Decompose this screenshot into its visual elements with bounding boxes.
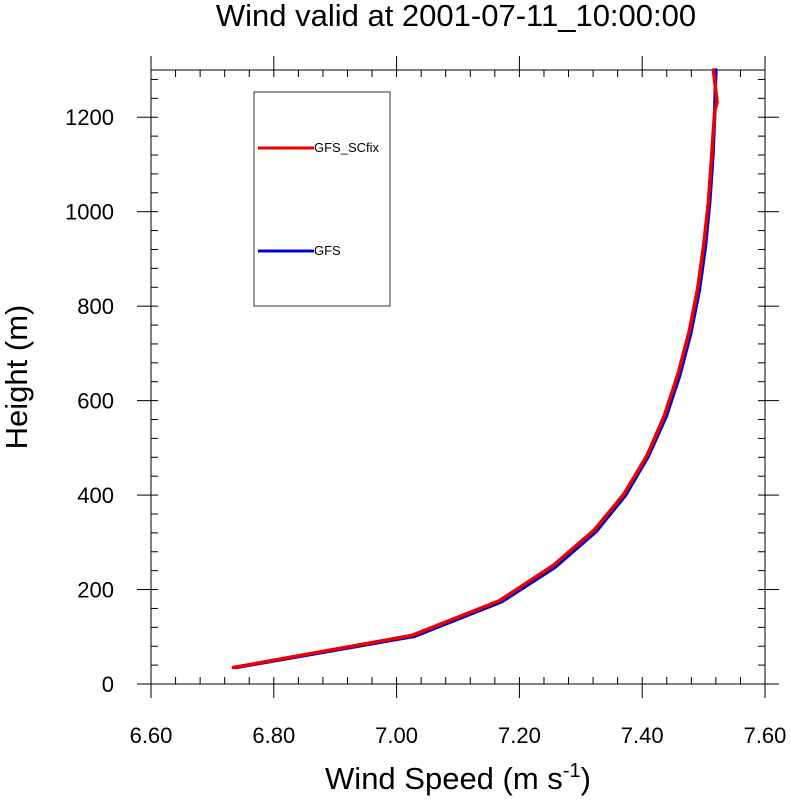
- legend-label-gfs: GFS: [314, 243, 341, 258]
- plot-frame: [150, 69, 766, 685]
- legend: GFS_SCfix GFS: [253, 91, 391, 307]
- x-tick-label: 7.20: [498, 723, 541, 748]
- legend-label-gfs-scfix: GFS_SCfix: [314, 140, 380, 155]
- x-tick-label: 6.60: [130, 723, 173, 748]
- y-tick-label: 200: [77, 578, 114, 603]
- y-tick-label: 600: [77, 389, 114, 414]
- x-axis-title: Wind Speed (m s-1): [325, 760, 591, 796]
- chart-title: Wind valid at 2001-07-11_10:00:00: [216, 0, 696, 33]
- y-tick-label: 0: [102, 672, 114, 697]
- x-tick-label: 7.00: [375, 723, 418, 748]
- major-ticks: [137, 56, 779, 698]
- y-tick-label: 1200: [65, 105, 114, 130]
- x-tick-label: 7.60: [744, 723, 787, 748]
- y-tick-label: 400: [77, 483, 114, 508]
- legend-box: [253, 91, 391, 307]
- x-tick-label: 7.40: [621, 723, 664, 748]
- series-line-gfs-scfix: [231, 68, 719, 670]
- minor-ticks: [150, 70, 766, 685]
- x-tick-labels: 6.60 6.80 7.00 7.20 7.40 7.60: [130, 723, 787, 748]
- y-tick-labels: 0 200 400 600 800 1000 1200: [65, 105, 114, 697]
- x-tick-label: 6.80: [252, 723, 295, 748]
- y-tick-label: 1000: [65, 200, 114, 225]
- y-tick-label: 800: [77, 294, 114, 319]
- series-lines: [231, 68, 719, 670]
- y-axis-title: Height (m): [0, 305, 34, 450]
